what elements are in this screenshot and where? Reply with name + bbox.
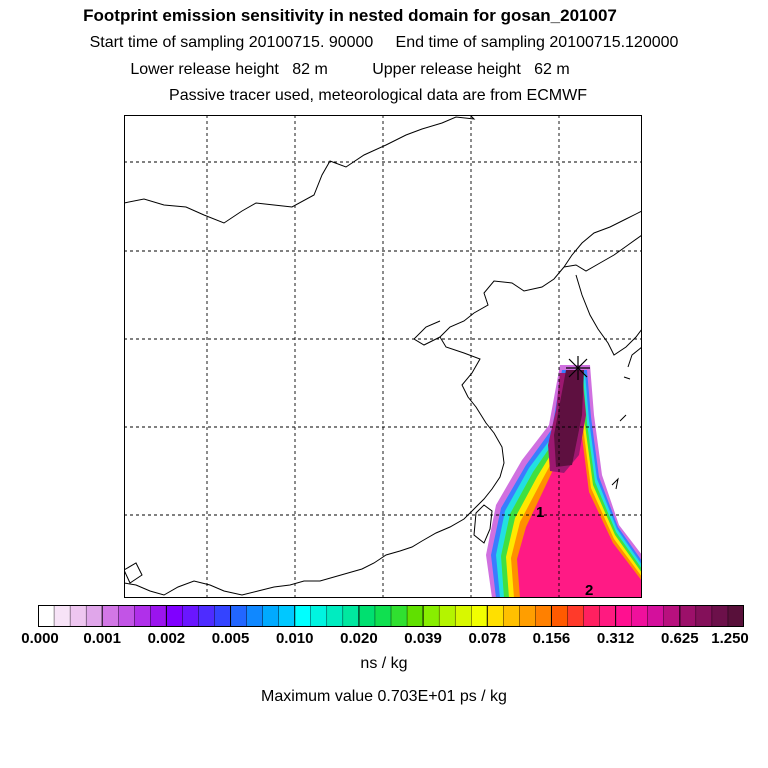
map-frame	[124, 115, 642, 598]
colorbar-cell	[599, 605, 617, 627]
colorbar-cell	[374, 605, 392, 627]
colorbar-cell	[85, 605, 103, 627]
colorbar-cell	[166, 605, 183, 627]
colorbar-tick-label: 0.078	[468, 630, 507, 647]
plot-title: Footprint emission sensitivity in nested…	[83, 6, 617, 25]
marker-label-1: 1	[536, 504, 544, 521]
coast-north-border	[124, 115, 476, 224]
colorbar-tick-label: 0.625	[661, 630, 699, 647]
colorbar-cell	[406, 605, 424, 627]
colorbar-cell	[647, 605, 665, 627]
colorbar-cell	[631, 605, 649, 627]
colorbar-tick-label: 1.250	[711, 630, 749, 647]
colorbar-cell	[615, 605, 633, 627]
colorbar-cell	[679, 605, 697, 627]
colorbar-cell	[583, 605, 601, 627]
star-receptor-icon	[566, 356, 590, 380]
coast-japan-islands	[611, 346, 642, 490]
colorbar-cell	[663, 605, 681, 627]
colorbar-cell	[535, 605, 552, 627]
colorbar-tick-label: 0.020	[340, 630, 378, 647]
colorbar-cell	[503, 605, 520, 627]
footprint-plume	[486, 365, 642, 598]
colorbar-cell	[727, 605, 744, 627]
coast-korea	[563, 234, 642, 272]
colorbar-tick-label: 0.000	[21, 630, 59, 647]
colorbar-cell	[695, 605, 713, 627]
colorbar-cell	[118, 605, 135, 627]
colorbar-tick-label: 0.010	[275, 630, 314, 647]
colorbar-tick-label: 0.312	[596, 630, 635, 647]
colorbar-tick-label: 0.005	[211, 630, 250, 647]
marker-label-2: 2	[585, 582, 593, 598]
tracer-note: Passive tracer used, meteorological data…	[169, 87, 587, 104]
footprint-map: 1 2	[124, 115, 642, 598]
colorbar-cell	[230, 605, 248, 627]
colorbar-unit: ns / kg	[360, 655, 408, 672]
colorbar-cell	[182, 605, 199, 627]
colorbar-cell	[38, 605, 55, 627]
colorbar-tick-label: 0.002	[147, 630, 186, 647]
coast-taiwan	[473, 504, 493, 544]
colorbar-tick-label: 0.001	[83, 630, 121, 647]
coast-hainan	[124, 562, 143, 584]
release-heights: Lower release height 82 m Upper release …	[130, 61, 570, 78]
colorbar-cell	[438, 605, 456, 627]
colorbar-cell	[487, 605, 504, 627]
colorbar-cell	[101, 605, 119, 627]
colorbar-cell	[551, 605, 569, 627]
colorbar-cell	[567, 605, 585, 627]
colorbar-cell	[134, 605, 151, 627]
maximum-value: Maximum value 0.703E+01 ps / kg	[261, 688, 507, 705]
colorbar-tick-label: 0.039	[404, 630, 442, 647]
colorbar-cell	[454, 605, 472, 627]
colorbar-cell	[53, 605, 71, 627]
graticule	[124, 115, 642, 598]
colorbar-cell	[310, 605, 328, 627]
colorbar-cell	[198, 605, 215, 627]
colorbar-cell	[519, 605, 536, 627]
colorbar-cell	[150, 605, 167, 627]
colorbar-cell	[278, 605, 296, 627]
colorbar-cell	[262, 605, 280, 627]
coast-korea-south	[575, 274, 642, 356]
coast-border-east	[563, 210, 642, 268]
colorbar-cell	[246, 605, 264, 627]
colorbar-cell	[214, 605, 232, 627]
plume-band-pink	[517, 381, 642, 598]
colorbar-cell	[326, 605, 344, 627]
colorbar-cell	[390, 605, 408, 627]
colorbar-cell	[342, 605, 360, 627]
colorbar-cell	[422, 605, 440, 627]
coast-mainland	[124, 266, 565, 596]
colorbar-cell	[358, 605, 376, 627]
colorbar-cell	[471, 605, 488, 627]
sampling-times: Start time of sampling 20100715. 90000 E…	[89, 34, 679, 51]
colorbar-tick-label: 0.156	[532, 630, 571, 647]
colorbar-cell	[69, 605, 87, 627]
plume-core-dark	[554, 370, 584, 467]
coastlines	[124, 115, 642, 596]
colorbar-cell	[711, 605, 729, 627]
colorbar	[38, 605, 744, 627]
colorbar-cell	[294, 605, 312, 627]
